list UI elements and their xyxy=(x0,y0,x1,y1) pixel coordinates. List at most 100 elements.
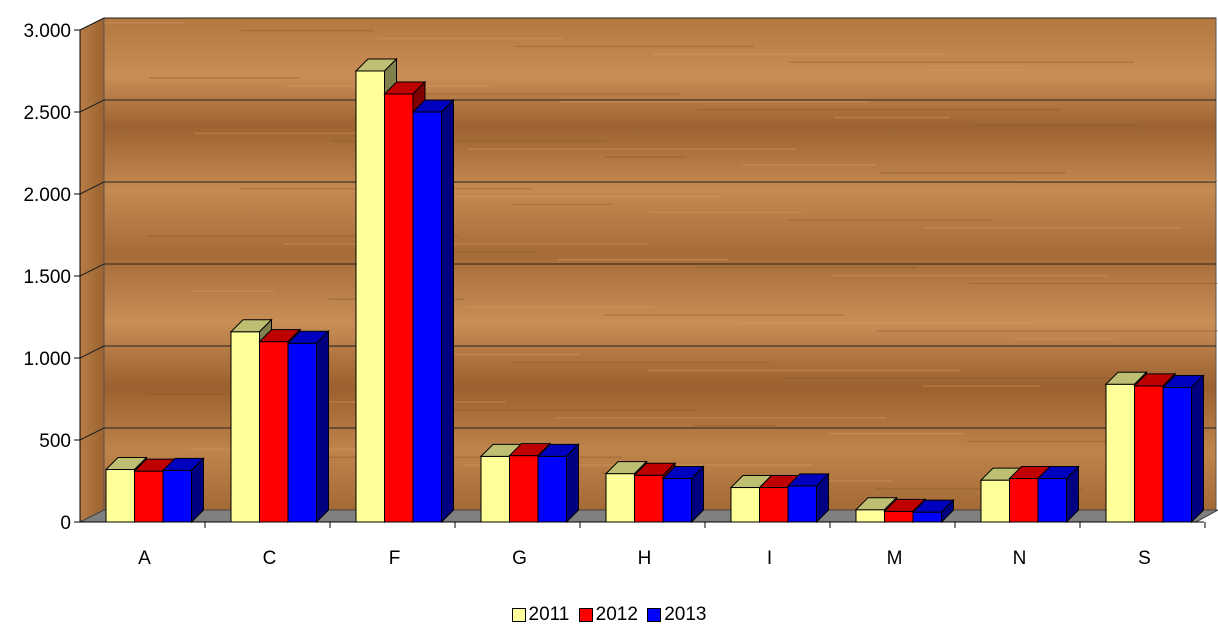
wood-grain xyxy=(558,259,728,261)
y-tick-label: 1.000 xyxy=(23,349,71,370)
bar-2011-N xyxy=(980,479,1010,523)
wood-grain xyxy=(104,22,184,24)
legend-item-2011: 2011 xyxy=(511,604,570,626)
wood-grain xyxy=(147,235,458,237)
bar-2012-F xyxy=(384,93,414,523)
legend: 2011 2012 2013 xyxy=(0,604,1218,628)
bar-2011-I xyxy=(730,487,760,523)
bar-2013-N xyxy=(1037,478,1067,523)
x-tick-label-A: A xyxy=(138,548,151,569)
legend-item-2012: 2012 xyxy=(578,604,638,626)
wood-grain xyxy=(376,195,722,198)
bar-2013-H xyxy=(662,478,692,523)
bar-2013-M xyxy=(912,511,942,523)
gridline-side xyxy=(79,345,105,359)
wood-grain xyxy=(834,116,950,119)
wood-grain xyxy=(511,361,770,364)
gridline-side xyxy=(79,17,105,31)
wood-grain xyxy=(789,61,1134,63)
bar-2012-I xyxy=(759,487,789,523)
bar-side-2013-M xyxy=(941,498,954,524)
wood-grain xyxy=(875,488,1082,490)
bar-2011-G xyxy=(480,455,510,523)
wood-grain xyxy=(967,440,1156,443)
wood-grain xyxy=(468,148,796,150)
wood-grain xyxy=(695,266,918,269)
bar-side-2013-H xyxy=(691,465,704,524)
legend-label-2012: 2012 xyxy=(595,604,638,625)
bar-2012-M xyxy=(884,510,914,523)
wood-grain xyxy=(650,211,802,214)
bar-2013-I xyxy=(787,485,817,523)
x-tick-label-M: M xyxy=(887,548,903,569)
bar-side-2013-G xyxy=(566,443,579,524)
y-tick-label: 500 xyxy=(39,431,71,452)
bar-2012-C xyxy=(259,341,289,523)
bar-side-2013-A xyxy=(191,457,204,524)
x-tick-label-H: H xyxy=(638,548,652,569)
wood-grain xyxy=(926,69,1024,71)
wood-grain xyxy=(192,290,274,293)
wood-grain xyxy=(194,132,416,135)
wood-grain xyxy=(560,101,870,103)
bar-side-2013-N xyxy=(1066,465,1079,524)
bar-side-2013-C xyxy=(316,330,329,524)
y-tick-label: 1.500 xyxy=(23,267,71,288)
wood-grain xyxy=(1016,180,1218,182)
bar-side-2013-F xyxy=(441,98,454,524)
gridline-side xyxy=(79,427,105,441)
wood-grain xyxy=(922,385,1040,387)
wood-grain xyxy=(971,124,1140,127)
bar-2011-H xyxy=(605,473,635,523)
legend-swatch-2011 xyxy=(511,608,526,622)
legend-label-2013: 2013 xyxy=(664,604,707,625)
wood-grain xyxy=(924,227,1182,229)
wood-grain xyxy=(327,456,622,458)
wood-grain xyxy=(877,330,1218,332)
wood-grain xyxy=(693,424,776,427)
bar-2013-F xyxy=(412,111,442,523)
wood-grain xyxy=(697,108,1060,111)
bar-2012-S xyxy=(1134,385,1164,523)
wood-grain xyxy=(648,369,960,372)
wood-grain xyxy=(466,306,654,308)
wood-grain xyxy=(879,172,1066,174)
bar-2011-A xyxy=(105,469,135,523)
wood-grain xyxy=(1014,338,1114,340)
x-tick-label-C: C xyxy=(263,548,277,569)
bar-2012-N xyxy=(1009,478,1039,523)
wood-grain xyxy=(513,203,612,206)
bar-side-2013-S xyxy=(1191,374,1204,524)
x-tick-label-S: S xyxy=(1138,548,1151,569)
x-tick-label-N: N xyxy=(1013,548,1027,569)
wood-grain xyxy=(832,274,1108,277)
wood-grain xyxy=(149,77,300,79)
bar-2012-A xyxy=(134,470,164,523)
bar-2011-M xyxy=(855,509,885,523)
wood-grain xyxy=(740,322,1034,324)
y-tick-label: 3.000 xyxy=(23,21,71,42)
bar-2011-F xyxy=(355,70,385,523)
legend-item-2013: 2013 xyxy=(647,604,706,626)
bar-2013-S xyxy=(1162,387,1192,523)
bar-2011-S xyxy=(1105,383,1135,523)
gridline-side xyxy=(79,263,105,277)
wood-grain xyxy=(969,282,1218,285)
wood-grain xyxy=(423,93,680,95)
wood-grain xyxy=(378,37,564,40)
legend-swatch-2013 xyxy=(647,608,662,622)
wood-grain xyxy=(374,353,580,356)
wood-grain xyxy=(421,251,538,253)
bar-2013-A xyxy=(162,469,192,523)
wood-grain xyxy=(605,156,686,158)
wood-grain xyxy=(603,314,844,316)
wood-grain xyxy=(652,53,944,56)
wood-grain xyxy=(787,219,992,221)
legend-label-2011: 2011 xyxy=(528,604,570,625)
wood-grain xyxy=(419,409,696,411)
wood-grain xyxy=(830,432,966,435)
wood-grain xyxy=(785,377,1150,379)
gridline-side xyxy=(79,99,105,113)
gridline-side xyxy=(79,181,105,195)
